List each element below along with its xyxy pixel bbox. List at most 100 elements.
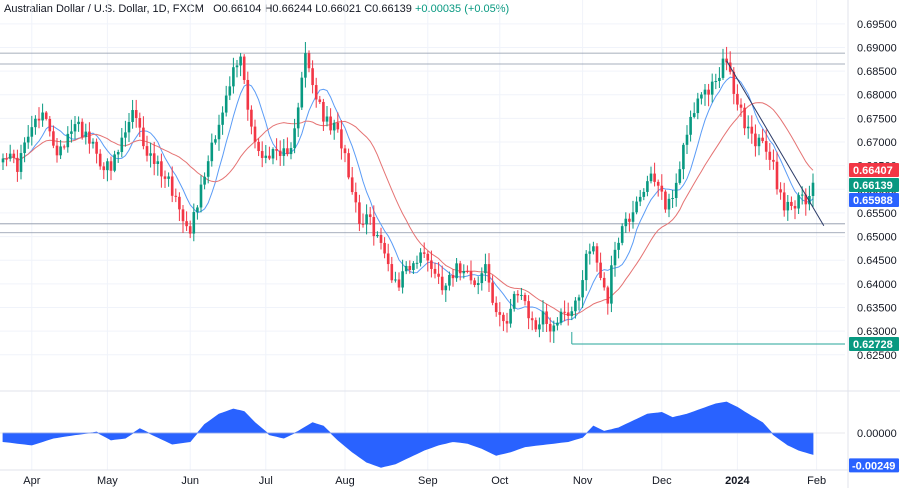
candle-body — [239, 56, 242, 66]
candle-body — [768, 151, 772, 160]
price-tick-label: 0.69000 — [857, 42, 897, 54]
candle-body — [149, 153, 152, 156]
candle-body — [260, 151, 264, 158]
candle-body — [343, 148, 347, 154]
candle-body — [163, 176, 167, 179]
candle-body — [318, 99, 322, 102]
candle-body — [390, 264, 394, 281]
candle-body — [48, 118, 52, 132]
candle-body — [685, 134, 689, 145]
candle-body — [397, 279, 401, 288]
candle-body — [545, 311, 548, 324]
candle-body — [41, 112, 44, 121]
candle-body — [116, 152, 120, 155]
candle-body — [584, 253, 588, 281]
candle-body — [275, 149, 278, 151]
candle-body — [617, 242, 620, 250]
candle-body — [484, 264, 487, 274]
candle-body — [534, 320, 538, 330]
candle-body — [304, 53, 307, 78]
candle-body — [448, 275, 451, 286]
price-label-text: 0.66139 — [853, 180, 893, 192]
candle-body — [214, 139, 217, 143]
candle-body — [181, 209, 185, 222]
time-tick-label: 2024 — [725, 475, 750, 487]
candle-body — [206, 161, 210, 177]
candle-body — [509, 308, 512, 324]
candle-body — [754, 133, 757, 147]
candle-body — [808, 195, 811, 205]
oscillator-area — [2, 401, 814, 468]
candle-body — [77, 121, 80, 125]
candle-body — [732, 71, 736, 94]
candle-body — [293, 128, 296, 149]
candle-body — [775, 161, 779, 190]
candle-body — [12, 153, 16, 158]
candle-body — [192, 212, 196, 234]
candle-body — [649, 173, 653, 182]
candle-body — [419, 252, 422, 263]
candle-body — [340, 129, 343, 149]
time-tick-label: Nov — [573, 475, 593, 487]
price-tick-label: 0.62500 — [857, 350, 897, 362]
chart-header: Australian Dollar / U.S. Dollar, 1D, FXC… — [4, 3, 509, 15]
candle-body — [138, 118, 142, 128]
candle-body — [725, 58, 728, 63]
candle-body — [350, 177, 354, 193]
candle-body — [502, 314, 505, 322]
change-value: +0.00035 (+0.05%) — [414, 3, 510, 15]
candle-body — [160, 161, 163, 177]
candle-body — [361, 223, 365, 225]
candle-body — [592, 246, 595, 252]
time-tick-label: Aug — [335, 475, 355, 487]
candle-body — [566, 312, 570, 316]
candle-body — [394, 279, 397, 281]
candle-body — [131, 110, 134, 122]
candle-body — [242, 56, 246, 80]
candle-body — [358, 202, 361, 224]
candle-body — [538, 324, 541, 330]
candle-body — [98, 153, 102, 167]
candle-body — [613, 249, 617, 266]
candle-body — [196, 207, 199, 213]
candle-body — [178, 196, 181, 210]
price-label-text: 0.65988 — [853, 195, 893, 207]
candle-body — [174, 195, 178, 197]
candle-body — [91, 141, 95, 144]
candle-body — [786, 201, 790, 211]
candle-body — [426, 253, 430, 261]
candle-body — [476, 283, 480, 286]
candle-body — [595, 246, 599, 263]
candle-body — [23, 142, 26, 154]
candle-body — [689, 116, 692, 135]
candle-body — [268, 155, 271, 159]
high-value: 0.66244 — [272, 3, 313, 15]
time-tick-label: Oct — [491, 475, 508, 487]
candle-body — [721, 58, 725, 78]
candle-body — [235, 65, 239, 68]
candle-body — [368, 214, 372, 217]
candle-body — [602, 277, 606, 288]
price-tick-label: 0.64000 — [857, 279, 897, 291]
candle-body — [253, 126, 257, 142]
candle-body — [696, 98, 700, 114]
candle-body — [736, 93, 739, 105]
candle-body — [408, 265, 412, 271]
candle-body — [34, 118, 37, 128]
high-label: H — [264, 3, 273, 15]
candle-body — [120, 137, 124, 153]
candle-body — [430, 260, 433, 269]
candle-body — [134, 110, 138, 119]
candle-body — [88, 131, 91, 144]
candle-body — [271, 149, 275, 159]
candle-body — [487, 264, 491, 283]
candle-body — [289, 148, 293, 155]
candle-body — [739, 104, 743, 108]
time-tick-label: Feb — [807, 475, 826, 487]
candle-body — [70, 131, 73, 134]
candle-body — [455, 263, 458, 279]
candle-body — [635, 201, 638, 213]
candle-body — [631, 212, 635, 222]
candle-body — [516, 293, 520, 296]
